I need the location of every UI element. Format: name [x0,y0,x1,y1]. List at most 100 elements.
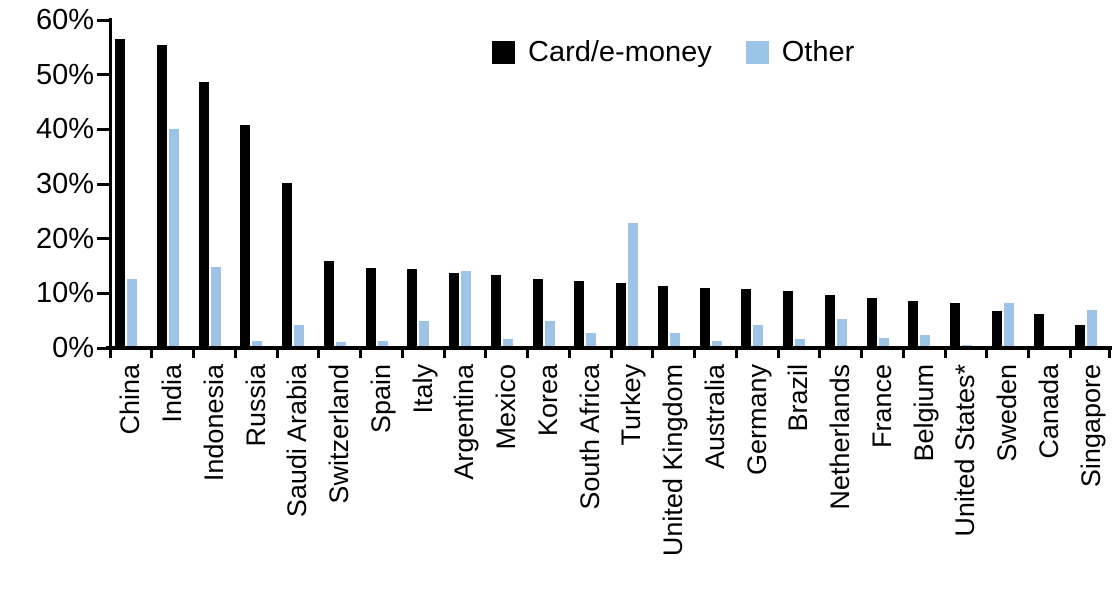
x-category-label: Switzerland [324,364,355,504]
bar-other [586,333,597,346]
y-tick-label: 50% [35,58,94,91]
bar-card-e-money [1075,324,1086,346]
y-tick-label: 0% [52,332,94,364]
x-category-label: Turkey [616,364,647,446]
x-tick-mark [1068,350,1072,358]
x-category-label-box: Belgium [903,364,945,594]
bar-other [377,340,388,346]
bar-other [795,339,805,346]
x-category-label-box: Turkey [611,364,653,594]
x-tick-mark [275,350,279,358]
x-tick-mark [442,350,446,358]
legend-label: Other [781,36,855,68]
x-category-label-box: Korea [528,364,570,594]
bar-other [711,340,722,346]
bar-card-e-money [490,275,501,346]
bar-other [127,278,137,346]
y-tick-mark [97,18,110,22]
y-tick-mark [97,127,110,131]
x-tick-mark [818,350,822,358]
x-category-label-box: India [152,364,194,594]
x-category-label-box: Russia [235,364,277,594]
x-category-label-box: Argentina [444,364,486,594]
bar-other [502,338,513,346]
x-tick-mark [526,350,529,358]
bar-card-e-money [741,288,752,346]
y-tick-mark [97,182,110,186]
x-category-label: China [115,364,146,435]
bar-other [878,337,889,346]
x-category-label: South Africa [574,364,605,510]
x-tick-mark [400,350,404,358]
bar-card-e-money [1033,313,1044,346]
bar-other [836,319,847,346]
bar-card-e-money [824,295,835,346]
bar-card-e-money [616,283,626,346]
bar-other [294,324,304,346]
x-category-label-box: Netherlands [820,364,862,594]
legend-swatch-other [745,41,769,64]
x-tick-mark [233,350,237,358]
x-tick-mark [484,350,488,358]
bar-other [252,340,263,346]
bar-card-e-money [908,301,919,346]
bar-card-e-money [115,38,125,346]
bar-card-e-money [532,279,543,346]
x-category-label-box: Saudi Arabia [277,364,319,594]
y-axis-line [109,18,112,348]
bar-card-e-money [198,81,209,346]
bar-other [419,320,430,346]
x-category-label: Korea [532,364,563,437]
x-tick-mark [1107,350,1111,358]
bar-card-e-money [282,183,292,346]
legend: Card/e-money Other [492,38,854,67]
x-category-label-box: United States* [945,364,987,594]
x-category-label-box: Sweden [987,364,1029,594]
bar-card-e-money [323,260,334,346]
x-category-label: United States* [950,364,981,537]
x-tick-mark [901,350,905,358]
bar-card-e-money [365,268,376,346]
x-category-label-box: France [862,364,904,594]
bar-other [461,270,471,346]
x-tick-mark [359,350,362,358]
x-category-label: Canada [1033,364,1064,459]
x-category-label-box: Italy [402,364,444,594]
bar-other [544,320,555,346]
bar-card-e-money [240,124,251,346]
x-category-label-box: Australia [695,364,737,594]
x-category-label-box: Singapore [1070,364,1112,594]
bar-card-e-money [657,285,668,346]
legend-item: Card/e-money [492,38,712,67]
x-category-label-box: Brazil [778,364,820,594]
bar-card-e-money [156,45,167,346]
y-tick-mark [97,291,110,295]
x-tick-mark [609,350,613,358]
x-tick-mark [651,350,655,358]
bar-other [669,333,680,346]
x-category-label: India [157,364,188,423]
bar-card-e-money [449,272,459,346]
x-tick-mark [860,350,863,358]
x-category-label-box: Mexico [486,364,528,594]
bar-card-e-money [783,291,793,346]
x-tick-mark [150,350,154,358]
x-category-label-box: China [110,364,152,594]
x-tick-mark [776,350,780,358]
x-tick-mark [985,350,989,358]
y-tick-label: 40% [35,113,94,146]
x-category-label-box: South Africa [569,364,611,594]
bar-other [1003,302,1014,346]
x-category-label: Australia [699,364,730,470]
x-category-label: Indonesia [198,364,229,482]
x-category-label: Argentina [449,364,480,480]
x-tick-mark [693,350,696,358]
legend-label: Card/e-money [528,36,712,68]
y-tick-label: 60% [35,4,94,36]
bar-card-e-money [991,311,1002,346]
bar-other [920,335,931,346]
x-tick-mark [734,350,738,358]
x-category-label-box: Indonesia [194,364,236,594]
y-tick-label: 10% [35,277,94,310]
